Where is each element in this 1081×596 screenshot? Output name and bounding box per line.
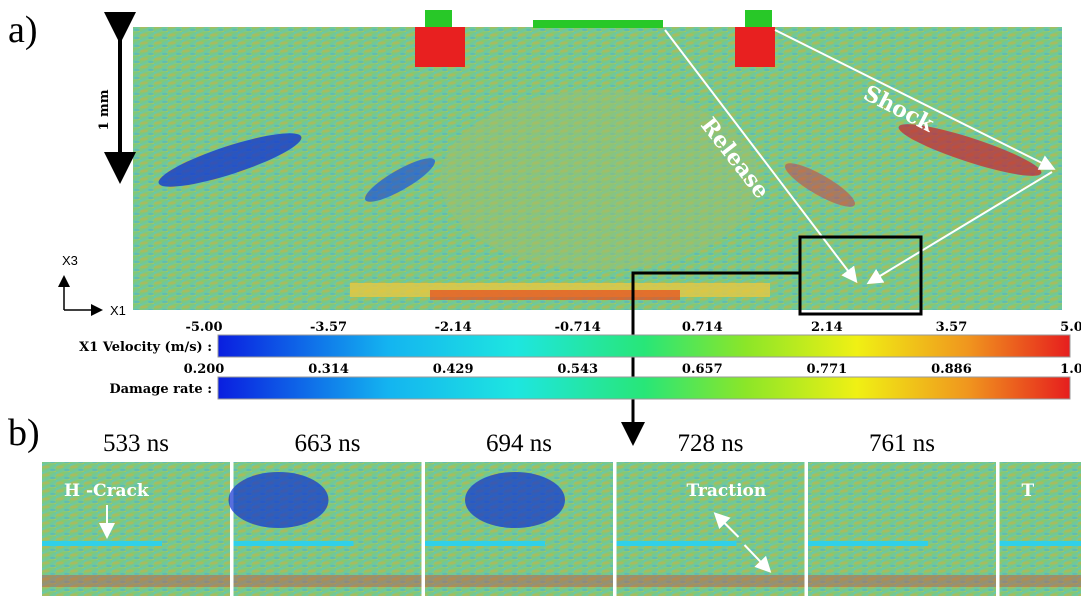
frame-annotation: H -Crack [64, 481, 150, 501]
colorbar-tick-label: 0.886 [931, 362, 972, 377]
frame-image [42, 462, 230, 596]
bottom-zone [233, 575, 422, 587]
colorbar-tick-label: 0.429 [433, 362, 474, 377]
blue-zone [228, 472, 329, 528]
frame-time: 663 ns [295, 430, 361, 457]
colorbar-title: Damage rate : [109, 382, 212, 397]
bottom-zone [616, 575, 805, 587]
colorbar-tick-label: 1.00 [1060, 362, 1081, 377]
colorbar-tick-label: 0.543 [557, 362, 598, 377]
colorbar [217, 376, 1071, 400]
panel-label: a) [8, 9, 38, 51]
frame-time: 728 ns [678, 430, 744, 457]
colorbar [217, 334, 1071, 358]
colorbar-tick-label: 0.200 [184, 362, 225, 377]
colorbar-tick-label: -3.57 [310, 320, 347, 335]
colorbar-tick-label: 0.657 [682, 362, 723, 377]
axis-label: X1 [110, 303, 126, 318]
bottom-zone [42, 575, 230, 587]
colorbar-tick-label: -5.00 [185, 320, 222, 335]
colorbar-tick-label: 5.00 [1060, 320, 1081, 335]
arrow [713, 512, 740, 538]
bottom-zone [999, 575, 1081, 587]
frame-image [808, 462, 996, 596]
frame [808, 462, 996, 596]
frame: T [999, 462, 1081, 596]
blue-zone [465, 472, 565, 528]
crack-line [425, 541, 545, 546]
frame-annotation: T [1022, 481, 1035, 501]
colorbar-tick-label: 0.314 [308, 362, 349, 377]
colorbar-tick-label: -2.14 [435, 320, 472, 335]
colorbars: X1 Velocity (m/s) : -5.00 -3.57 -2.14 -0.714… [79, 320, 1081, 400]
frame-annotation: Traction [687, 481, 767, 501]
frame-time: 533 ns [103, 430, 169, 457]
colorbar-tick-label: 0.714 [682, 320, 723, 335]
crack-line [808, 541, 928, 546]
scale-label: 1 mm [97, 89, 112, 130]
colorbar-tick-label: 0.771 [806, 362, 847, 377]
colorbar-tick-label: -0.714 [555, 320, 601, 335]
bottom-zone [425, 575, 613, 587]
arrow [743, 544, 772, 573]
simulation-field [133, 10, 1062, 310]
crack-line [42, 541, 162, 546]
axes-icon [58, 275, 103, 316]
panel-label: b) [8, 412, 40, 454]
axis-label: X3 [62, 253, 78, 268]
colorbar-title: X1 Velocity (m/s) : [79, 340, 212, 355]
frame-image [999, 462, 1081, 596]
frame [425, 462, 613, 596]
frame [228, 462, 422, 596]
colorbar-tick-label: 2.14 [811, 320, 843, 335]
frame: H -Crack [42, 462, 230, 596]
frame-time: 761 ns [869, 430, 935, 457]
crack-line [616, 541, 737, 546]
crack-line [233, 541, 354, 546]
frame: Traction [616, 462, 805, 596]
frames: 533 ns H -Crack 663 ns 694 ns 728 ns Traction… [42, 430, 1081, 596]
colorbar-tick-label: 3.57 [936, 320, 968, 335]
crack-line [999, 541, 1081, 546]
bottom-zone [808, 575, 996, 587]
frame-time: 694 ns [486, 430, 552, 457]
frame-image [616, 462, 805, 596]
